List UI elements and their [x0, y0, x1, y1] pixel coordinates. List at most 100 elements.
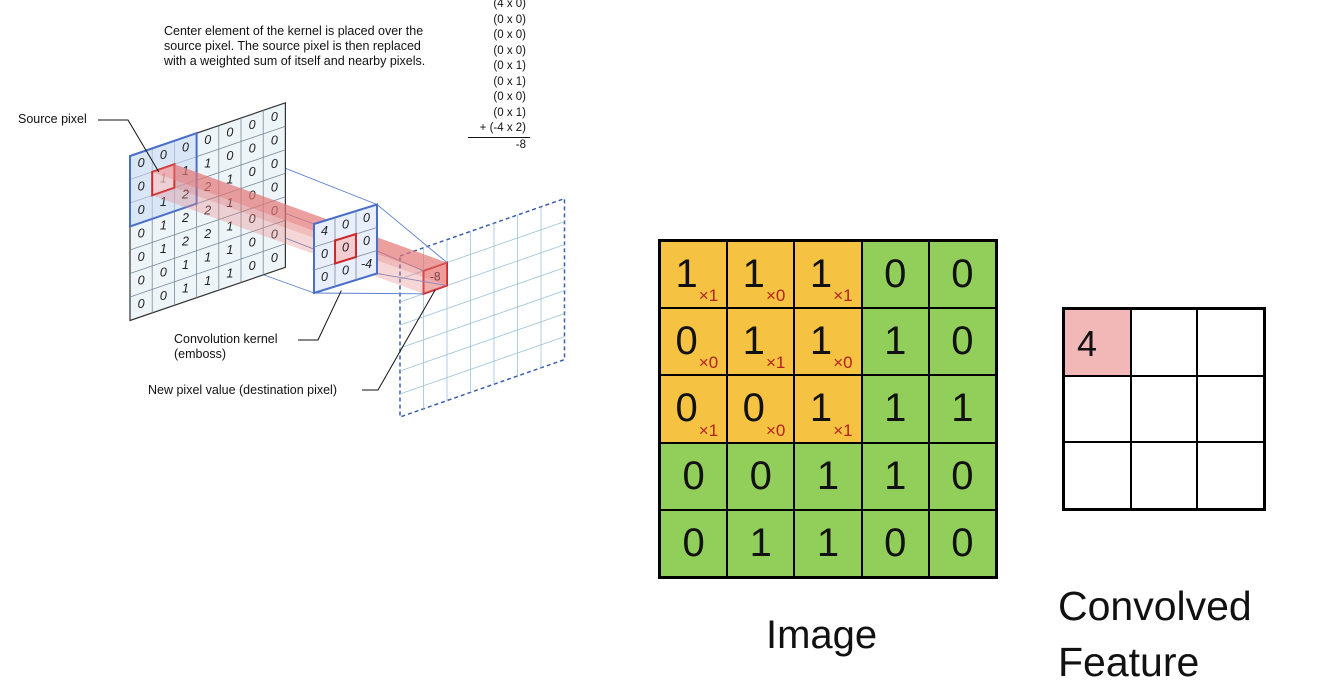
grid-value: 0 — [249, 235, 256, 249]
grid-value: 0 — [249, 141, 256, 155]
calc-line: (0 x 0) — [493, 44, 526, 57]
cell-value: 1 — [742, 252, 765, 296]
image-cell: 0 — [660, 442, 728, 510]
kernel-weight: ×0 — [833, 353, 853, 373]
image-cell: 0 — [928, 308, 996, 376]
grid-value: 1 — [204, 250, 211, 264]
image-cell: 1 — [727, 509, 795, 577]
kernel-window-cell: 1 ×0 — [727, 241, 795, 309]
grid-value: 0 — [342, 264, 349, 278]
kernel-weight: ×0 — [766, 286, 786, 306]
calc-line: (0 x 0) — [493, 29, 526, 41]
cell-value: 1 — [809, 386, 833, 431]
kernel-leader — [298, 290, 342, 341]
calc-line: + (-4 x 2) — [468, 121, 530, 138]
grid-value: 0 — [138, 179, 145, 193]
grid-value: 0 — [249, 259, 256, 273]
cell-value: 1 — [884, 386, 907, 431]
calc-line: (0 x 1) — [493, 60, 526, 72]
grid-value: 0 — [321, 247, 328, 261]
calc-line: (4 x 0) — [493, 0, 526, 10]
grid-value: 0 — [271, 181, 278, 195]
feature-cell — [1197, 442, 1264, 509]
grid-value: 0 — [249, 165, 256, 179]
projection-line — [376, 273, 448, 287]
convolved-feature-grid: 4 — [1062, 307, 1266, 511]
grid-value: 0 — [249, 188, 256, 202]
grid-value: 0 — [138, 250, 145, 264]
destination-value: -8 — [430, 270, 441, 284]
grid-value: 1 — [160, 219, 167, 233]
grid-value: 1 — [226, 196, 233, 210]
calc-line: (0 x 1) — [493, 106, 526, 119]
destination-plane-gridline — [399, 336, 565, 395]
source-plane: 0000000011100001221000122100012210000111… — [129, 101, 286, 322]
calc-line: (0 x 0) — [493, 13, 526, 26]
cell-value: 1 — [809, 252, 833, 296]
cell-value: 0 — [675, 386, 698, 431]
grid-value: 0 — [363, 211, 370, 225]
image-caption: Image — [766, 613, 878, 657]
grid-value: 1 — [160, 242, 167, 256]
kernel-window-cell: 1 ×1 — [794, 375, 862, 443]
grid-value: 0 — [160, 289, 167, 303]
cell-value: 1 — [809, 319, 833, 364]
grid-value: 0 — [226, 125, 233, 139]
kernel-weight: ×1 — [833, 420, 853, 440]
kernel-plane: 4 0 00 0 00 0 -4 — [313, 203, 378, 295]
destination-plane: -8 — [399, 197, 566, 419]
kernel-window-cell: 1 ×1 — [727, 308, 795, 376]
image-cell: 1 — [794, 442, 862, 510]
destination-plane-gridline — [399, 313, 565, 372]
cell-value: 0 — [675, 319, 698, 364]
source-pixel-highlight — [151, 162, 176, 197]
kernel-window-cell: 1 ×0 — [794, 308, 862, 376]
cell-value: 0 — [951, 520, 974, 565]
grid-value: 1 — [182, 164, 189, 178]
image-cell: 0 — [928, 442, 996, 510]
cell-value: 0 — [682, 520, 705, 565]
image-grid: 1 ×1 1 ×0 1 ×1 0 0 0 ×0 1 ×1 1 ×0 1 0 0 ×1 0 ×0 1 ×1 1 1 0 0 1 1 0 0 1… — [658, 239, 998, 579]
cell-value: 0 — [951, 252, 974, 296]
kernel-window-cell: 0 ×1 — [660, 375, 728, 443]
grid-value: 0 — [271, 228, 278, 242]
cell-value: 1 — [951, 386, 974, 431]
kernel-weight: ×1 — [766, 353, 786, 373]
grid-value: 1 — [182, 282, 189, 296]
feature-cell — [1130, 375, 1198, 443]
projection-line — [376, 204, 448, 263]
feature-cell — [1130, 309, 1198, 376]
image-cell: 1 — [861, 442, 929, 510]
cell-value: 0 — [749, 453, 772, 498]
convolution-diagram: -8 0000000011100001221000122100012210000… — [98, 101, 566, 419]
grid-value: 0 — [321, 270, 328, 284]
kernel-weight: ×0 — [698, 353, 719, 373]
grid-value: 0 — [271, 157, 278, 171]
grid-value: 1 — [204, 274, 211, 288]
cell-value: 0 — [951, 319, 974, 364]
cell-value: 1 — [749, 520, 772, 565]
grid-value: 1 — [226, 172, 233, 186]
new-pixel-label: New pixel value (destination pixel) — [148, 383, 337, 397]
feature-value: 4 — [1077, 323, 1098, 364]
projection-line — [313, 292, 424, 295]
grid-value: 0 — [249, 118, 256, 132]
image-cell: 1 — [861, 375, 929, 443]
grid-value: 0 — [342, 241, 349, 255]
grid-value: 1 — [226, 243, 233, 257]
source-plane-gridline — [129, 243, 286, 298]
grid-value: 0 — [182, 141, 189, 155]
description-text: Center element of the kernel is placed o… — [164, 24, 426, 68]
calc-line: (0 x 1) — [493, 75, 526, 88]
beam-side — [174, 164, 447, 286]
leader-lines — [98, 119, 436, 391]
feature-cell — [1064, 375, 1131, 443]
image-cell: 0 — [928, 241, 996, 309]
grid-value: 0 — [271, 251, 278, 265]
kernel-window-cell: 1 ×1 — [794, 241, 862, 309]
cell-value: 0 — [682, 453, 705, 498]
image-cell: 0 — [660, 509, 728, 577]
image-cell: 0 — [928, 509, 996, 577]
grid-value: 2 — [203, 227, 211, 241]
destination-plane-gridline — [399, 290, 565, 349]
